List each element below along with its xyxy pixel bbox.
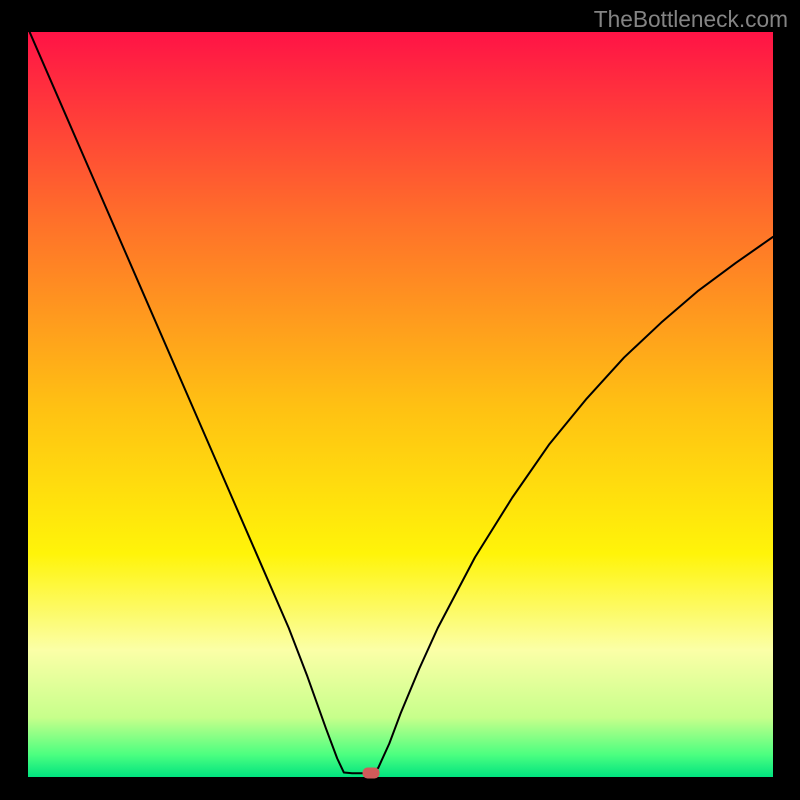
figure-container: TheBottleneck.com bbox=[0, 0, 800, 800]
chart-background-gradient bbox=[28, 32, 773, 777]
watermark-text: TheBottleneck.com bbox=[594, 6, 788, 33]
optimum-marker bbox=[362, 768, 379, 779]
plot-area bbox=[28, 32, 773, 777]
